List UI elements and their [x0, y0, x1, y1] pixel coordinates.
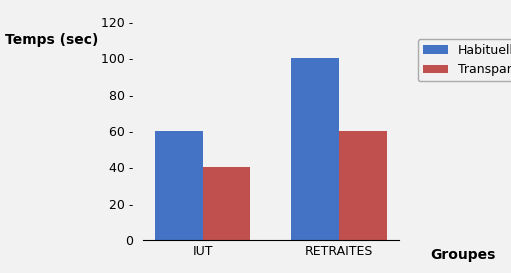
- Bar: [339, 131, 387, 240]
- Text: Temps (sec): Temps (sec): [5, 33, 99, 47]
- Legend: Habituelle, Transparente: Habituelle, Transparente: [417, 39, 511, 81]
- Text: Groupes: Groupes: [430, 248, 496, 262]
- Bar: [202, 167, 250, 240]
- Bar: [155, 131, 202, 240]
- Bar: [291, 58, 339, 240]
